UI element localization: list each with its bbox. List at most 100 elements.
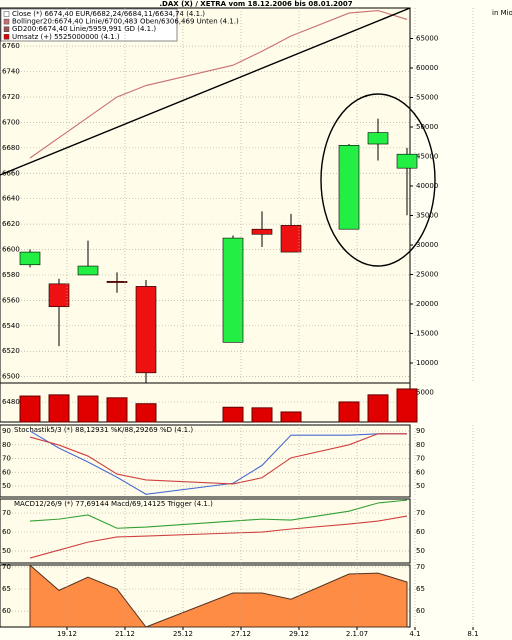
y-tick-label: 6560 xyxy=(2,296,20,304)
y-tick-label-right: 70 xyxy=(416,563,425,571)
y-tick-label: 6500 xyxy=(2,373,20,381)
candle-body xyxy=(135,286,157,374)
x-tick-label: 25.12 xyxy=(173,630,193,638)
y2-tick-label: 65000 xyxy=(416,35,438,43)
y-tick-label: 60 xyxy=(2,607,11,615)
y-tick-label-right: 70 xyxy=(416,455,425,463)
y-tick-label-right: 60 xyxy=(416,607,425,615)
y-tick-label-right: 60 xyxy=(416,528,425,536)
x-tick-label: 4.1 xyxy=(409,630,420,638)
y2-tick-label: 60000 xyxy=(416,64,438,72)
y-tick-label-right: 90 xyxy=(416,427,425,435)
y2-tick-label: 50000 xyxy=(416,123,438,131)
line-series xyxy=(29,515,408,559)
volume-bar xyxy=(280,411,302,423)
macd-panel xyxy=(0,498,411,564)
y-tick-label-right: 65 xyxy=(416,585,425,593)
trend-line xyxy=(0,7,411,176)
legend-label: Umsatz (+) 5525000000 (4.1.) xyxy=(12,33,120,41)
y-tick-label: 6580 xyxy=(2,271,20,279)
volume-bar xyxy=(338,401,360,423)
y-tick-label: 6520 xyxy=(2,347,20,355)
y-tick-label: 70 xyxy=(2,455,11,463)
y-tick-label: 6680 xyxy=(2,144,20,152)
panel-label: Stochastik5/3 (*) 88,12931 %K/88,29269 %… xyxy=(14,426,193,434)
chart-title: .DAX (X) / XETRA vom 18.12.2006 bis 08.0… xyxy=(159,0,352,8)
volume-bar xyxy=(48,394,70,423)
y-tick-label: 6720 xyxy=(2,93,20,101)
y2-tick-label: 20000 xyxy=(416,300,438,308)
plot-layer: 6480650065206540656065806600662066406660… xyxy=(0,8,512,638)
y-tick-label: 6600 xyxy=(2,246,20,254)
y-tick-label: 60 xyxy=(2,528,11,536)
legend-swatch xyxy=(3,18,10,25)
legend-box xyxy=(0,8,178,42)
volume-bar xyxy=(222,406,244,423)
y2-tick-label: 55000 xyxy=(416,94,438,102)
y-tick-label: 65 xyxy=(2,585,11,593)
y-tick-label-right: 80 xyxy=(416,441,425,449)
legend-swatch xyxy=(3,26,10,32)
volume-bar xyxy=(106,397,128,423)
legend-label: GD200:6674,40 Linie/5959,991 GD (4.1.) xyxy=(12,25,156,33)
legend-swatch xyxy=(3,11,10,17)
y-tick-label: 90 xyxy=(2,427,11,435)
y-tick-label: 50 xyxy=(2,547,11,555)
candle-body xyxy=(19,251,41,266)
y2-tick-label: 40000 xyxy=(416,182,438,190)
candle-body xyxy=(396,153,418,169)
candle-body xyxy=(77,265,99,276)
x-tick-label: 21.12 xyxy=(115,630,135,638)
y-tick-label-right: 50 xyxy=(416,482,425,490)
y-tick-label: 6700 xyxy=(2,118,20,126)
y-tick-label: 6760 xyxy=(2,42,20,50)
y-tick-label: 6620 xyxy=(2,220,20,228)
panel-label: MACD12/26/9 (*) 77,69144 Macd/69,14125 T… xyxy=(14,500,213,508)
y2-tick-label: 5000 xyxy=(416,389,434,397)
line-series xyxy=(29,499,408,529)
y-tick-label: 6540 xyxy=(2,322,20,330)
volume-bar xyxy=(19,395,41,423)
y-tick-label: 6660 xyxy=(2,169,20,177)
x-tick-label: 2.1.07 xyxy=(346,630,368,638)
area xyxy=(29,564,408,628)
y-tick-label: 6480 xyxy=(2,398,20,406)
stochastic-panel xyxy=(0,424,411,498)
y2-tick-label: 15000 xyxy=(416,330,438,338)
volume-bar xyxy=(251,407,273,423)
candle-body xyxy=(280,225,302,253)
y-tick-label: 80 xyxy=(2,441,11,449)
y2-axis-title: in Mio xyxy=(492,9,512,17)
volume-bar xyxy=(135,403,157,423)
x-tick-label: 29.12 xyxy=(289,630,309,638)
y-tick-label: 70 xyxy=(2,563,11,571)
volume-bar xyxy=(367,394,389,423)
y-tick-label: 60 xyxy=(2,468,11,476)
y-tick-label: 70 xyxy=(2,509,11,517)
x-tick-label: 27.12 xyxy=(231,630,251,638)
y-tick-label-right: 50 xyxy=(416,547,425,555)
candle-body xyxy=(251,228,273,235)
legend-label: Close (*) 6674,40 EUR/6682,24/6684,11/66… xyxy=(12,10,205,18)
candle-body xyxy=(106,281,128,283)
legend-swatch xyxy=(3,34,10,40)
y-tick-label: 50 xyxy=(2,482,11,490)
y2-tick-label: 10000 xyxy=(416,359,438,367)
volume-bar xyxy=(396,388,418,423)
y-tick-label-right: 70 xyxy=(416,509,425,517)
candle-body xyxy=(338,144,360,230)
volume-bar xyxy=(77,395,99,423)
y2-tick-label: 30000 xyxy=(416,241,438,249)
y2-tick-label: 45000 xyxy=(416,153,438,161)
y-tick-label-right: 60 xyxy=(416,468,425,476)
y-tick-label: 6640 xyxy=(2,195,20,203)
y2-tick-label: 35000 xyxy=(416,212,438,220)
y-tick-label: 6740 xyxy=(2,68,20,76)
highlight-ellipse xyxy=(320,93,436,267)
legend-label: Bollinger20:6674,40 Linie/6700,483 Oben/… xyxy=(12,18,239,26)
line-series xyxy=(29,433,407,485)
line-series xyxy=(29,430,407,495)
x-tick-label: 8.1 xyxy=(467,630,478,638)
y2-tick-label: 25000 xyxy=(416,271,438,279)
